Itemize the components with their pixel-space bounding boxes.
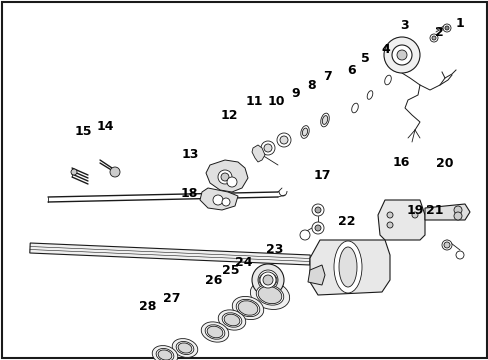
Circle shape: [453, 206, 461, 214]
Circle shape: [429, 34, 437, 42]
Ellipse shape: [172, 339, 197, 357]
Ellipse shape: [333, 241, 361, 293]
Text: 11: 11: [245, 95, 263, 108]
Text: 23: 23: [265, 243, 283, 256]
Ellipse shape: [338, 247, 356, 287]
Text: 19: 19: [406, 204, 424, 217]
Circle shape: [453, 212, 461, 220]
Text: 7: 7: [323, 70, 331, 83]
Ellipse shape: [232, 296, 263, 320]
Ellipse shape: [224, 314, 240, 326]
Circle shape: [311, 204, 324, 216]
Ellipse shape: [258, 286, 281, 304]
Polygon shape: [30, 243, 309, 265]
Ellipse shape: [320, 113, 328, 127]
Ellipse shape: [152, 346, 178, 360]
Text: 22: 22: [338, 215, 355, 228]
Text: 1: 1: [454, 17, 463, 30]
Text: 12: 12: [220, 109, 237, 122]
Polygon shape: [307, 265, 325, 285]
Circle shape: [71, 169, 77, 175]
Text: 20: 20: [435, 157, 453, 170]
Text: 28: 28: [139, 300, 156, 313]
Circle shape: [251, 264, 284, 296]
Ellipse shape: [156, 348, 174, 360]
Circle shape: [260, 272, 275, 288]
Ellipse shape: [238, 301, 257, 315]
Circle shape: [218, 170, 231, 184]
Polygon shape: [309, 240, 389, 295]
Text: 21: 21: [426, 204, 443, 217]
Circle shape: [455, 251, 463, 259]
Ellipse shape: [302, 128, 307, 136]
Text: 25: 25: [222, 264, 239, 276]
Ellipse shape: [300, 126, 308, 138]
Circle shape: [226, 177, 237, 187]
Ellipse shape: [158, 350, 171, 360]
Text: 8: 8: [306, 79, 315, 92]
Circle shape: [299, 230, 309, 240]
Circle shape: [221, 173, 228, 181]
Ellipse shape: [322, 116, 327, 125]
Circle shape: [261, 141, 274, 155]
Circle shape: [314, 225, 320, 231]
Ellipse shape: [178, 343, 191, 353]
Text: 2: 2: [434, 26, 443, 39]
Text: 24: 24: [234, 256, 252, 269]
Circle shape: [213, 195, 223, 205]
Text: 17: 17: [313, 169, 331, 182]
Circle shape: [264, 144, 271, 152]
Circle shape: [431, 36, 435, 40]
Circle shape: [444, 26, 448, 30]
Text: 10: 10: [267, 95, 285, 108]
Ellipse shape: [351, 103, 358, 113]
Circle shape: [443, 242, 449, 248]
Text: 9: 9: [291, 87, 300, 100]
Text: 4: 4: [381, 43, 390, 56]
Text: 15: 15: [74, 125, 92, 138]
Circle shape: [262, 274, 273, 286]
Ellipse shape: [384, 75, 390, 85]
Circle shape: [276, 133, 290, 147]
Polygon shape: [424, 204, 469, 220]
Ellipse shape: [201, 322, 228, 342]
Circle shape: [396, 50, 406, 60]
Text: 26: 26: [205, 274, 223, 287]
Text: 3: 3: [400, 19, 408, 32]
Circle shape: [391, 45, 411, 65]
Polygon shape: [205, 160, 247, 192]
Circle shape: [386, 222, 392, 228]
Ellipse shape: [222, 313, 242, 327]
Polygon shape: [251, 145, 264, 162]
Circle shape: [442, 24, 450, 32]
Circle shape: [441, 240, 451, 250]
Text: 14: 14: [96, 120, 114, 133]
Ellipse shape: [366, 91, 372, 99]
Ellipse shape: [205, 325, 224, 339]
Text: 6: 6: [346, 64, 355, 77]
Ellipse shape: [236, 299, 259, 317]
Ellipse shape: [207, 326, 223, 338]
Polygon shape: [377, 200, 424, 240]
Circle shape: [311, 222, 324, 234]
Ellipse shape: [257, 271, 279, 289]
Ellipse shape: [176, 342, 193, 355]
Circle shape: [222, 198, 229, 206]
Text: 16: 16: [391, 156, 409, 169]
Ellipse shape: [250, 280, 289, 310]
Circle shape: [386, 212, 392, 218]
Circle shape: [280, 136, 287, 144]
Circle shape: [411, 212, 417, 218]
Ellipse shape: [256, 285, 283, 305]
Ellipse shape: [218, 310, 245, 330]
Ellipse shape: [259, 273, 276, 287]
Text: 5: 5: [361, 52, 369, 65]
Text: 13: 13: [182, 148, 199, 161]
Text: 18: 18: [181, 187, 198, 200]
Text: 27: 27: [163, 292, 181, 305]
Circle shape: [258, 270, 278, 290]
Circle shape: [314, 207, 320, 213]
Circle shape: [263, 275, 272, 285]
Circle shape: [383, 37, 419, 73]
